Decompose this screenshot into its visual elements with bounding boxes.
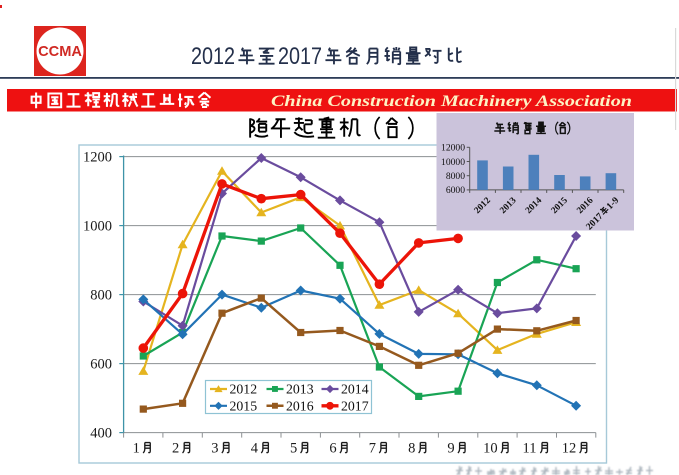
svg-text:2012: 2012 [191,43,235,70]
svg-text:2015: 2015 [230,399,258,414]
svg-text:7: 7 [369,441,376,457]
svg-text:10000: 10000 [441,157,465,168]
svg-text:2017: 2017 [278,43,322,70]
svg-text:6000: 6000 [446,185,465,196]
svg-text:CCMA: CCMA [38,44,82,60]
svg-text:5: 5 [290,441,297,457]
svg-text:12: 12 [562,441,577,457]
svg-text:11: 11 [523,441,537,457]
svg-text:2: 2 [172,441,179,457]
svg-text:1: 1 [133,441,140,457]
svg-text:1200: 1200 [83,149,112,165]
svg-text:4: 4 [251,441,259,457]
svg-text:800: 800 [90,287,112,303]
svg-text:2014: 2014 [341,382,369,397]
svg-text:600: 600 [90,356,112,372]
svg-text:2012: 2012 [230,382,258,397]
svg-text:6: 6 [329,441,336,457]
svg-text:3: 3 [211,441,218,457]
svg-text:8: 8 [408,441,415,457]
svg-text:2013: 2013 [286,382,314,397]
svg-text:10: 10 [483,441,498,457]
svg-text:1000: 1000 [83,218,112,234]
svg-text:China Construction Machinery A: China Construction Machinery Association [271,93,632,110]
svg-text:8000: 8000 [446,171,465,182]
svg-text:9: 9 [447,441,454,457]
svg-text:2017: 2017 [341,399,369,414]
svg-text:400: 400 [90,425,112,441]
svg-text:2016: 2016 [286,399,314,414]
svg-text:12000: 12000 [441,143,465,154]
